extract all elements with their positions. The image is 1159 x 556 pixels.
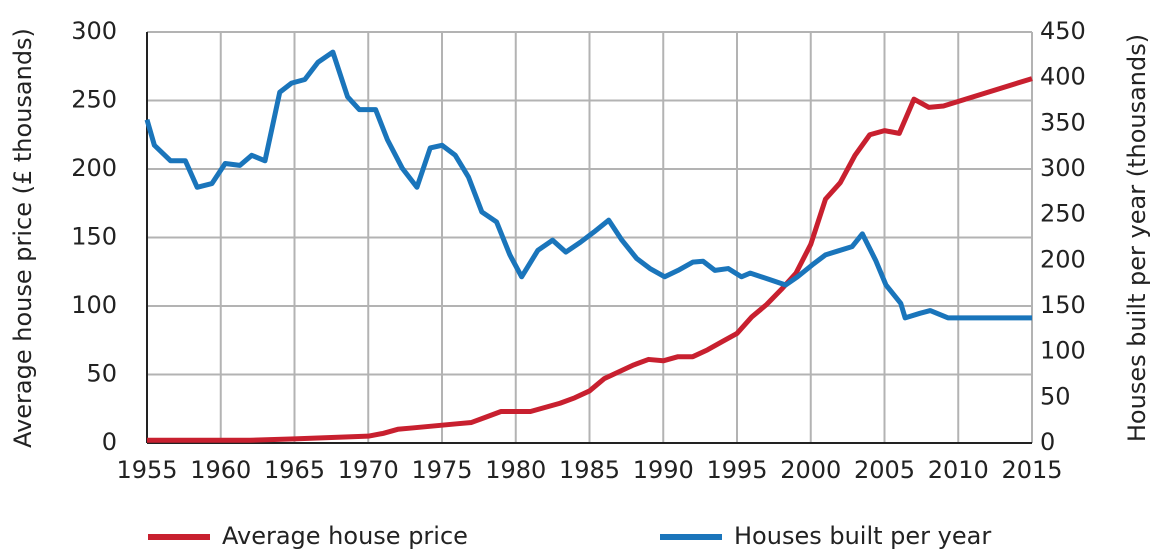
x-tick-label: 2010 (928, 456, 989, 484)
legend-label: Houses built per year (734, 522, 991, 550)
y-tick-label: 150 (71, 223, 117, 251)
x-tick-label: 1980 (485, 456, 546, 484)
y2-tick-label: 0 (1040, 428, 1055, 456)
x-tick-label: 1990 (633, 456, 694, 484)
y-tick-label: 250 (71, 86, 117, 114)
x-tick-label: 2005 (854, 456, 915, 484)
y2-tick-label: 300 (1040, 154, 1086, 182)
y2-tick-label: 450 (1040, 17, 1086, 45)
x-tick-label: 1995 (706, 456, 767, 484)
y2-tick-label: 350 (1040, 108, 1086, 136)
line-series (147, 76, 1033, 443)
y2-tick-label: 150 (1040, 291, 1086, 319)
x-tick-label: 1955 (116, 456, 177, 484)
y-tick-label: 0 (102, 428, 117, 456)
x-tick-label: 1975 (411, 456, 472, 484)
y2-tick-label: 100 (1040, 337, 1086, 365)
y2-tick-label: 400 (1040, 63, 1086, 91)
y-tick-label: 200 (71, 154, 117, 182)
y2-tick-label: 50 (1040, 382, 1071, 410)
y2-axis-label: Houses built per year (thousands) (1123, 34, 1151, 442)
x-tick-label: 2015 (1001, 456, 1062, 484)
x-tick-label: 1965 (264, 456, 325, 484)
y-tick-label: 50 (86, 360, 117, 388)
y2-tick-label: 250 (1040, 200, 1086, 228)
x-tick-label: 1960 (190, 456, 251, 484)
y-tick-label: 300 (71, 17, 117, 45)
legend-label: Average house price (222, 522, 468, 550)
line-series (144, 49, 1032, 321)
x-tick-label: 1970 (338, 456, 399, 484)
y2-tick-label: 200 (1040, 245, 1086, 273)
x-tick-label: 2000 (780, 456, 841, 484)
x-tick-label: 1985 (559, 456, 620, 484)
y-tick-label: 100 (71, 291, 117, 319)
y-axis-label: Average house price (£ thousands) (9, 28, 37, 448)
